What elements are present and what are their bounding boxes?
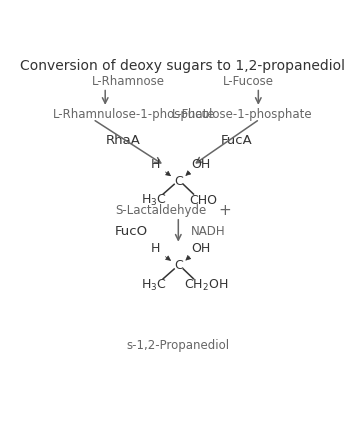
Text: +: +: [219, 203, 232, 218]
Text: H: H: [151, 242, 160, 255]
Text: H: H: [151, 158, 160, 170]
Text: C: C: [174, 175, 183, 187]
Text: C: C: [174, 259, 183, 272]
Text: H$_3$C: H$_3$C: [141, 278, 167, 293]
Text: CH$_2$OH: CH$_2$OH: [184, 278, 228, 293]
Text: FucO: FucO: [115, 225, 148, 238]
Text: L-Fuculose-1-phosphate: L-Fuculose-1-phosphate: [172, 108, 312, 121]
Text: L-Fucose: L-Fucose: [222, 75, 273, 88]
Text: FucA: FucA: [220, 134, 252, 147]
Text: NADH: NADH: [191, 225, 226, 238]
Text: H$_3$C: H$_3$C: [141, 193, 167, 208]
Text: s-1,2-Propanediol: s-1,2-Propanediol: [127, 339, 230, 352]
Text: CHO: CHO: [189, 194, 217, 207]
Text: Conversion of deoxy sugars to 1,2-propanediol: Conversion of deoxy sugars to 1,2-propan…: [20, 59, 345, 73]
Text: S-Lactaldehyde: S-Lactaldehyde: [115, 204, 206, 217]
Text: OH: OH: [191, 242, 210, 255]
Text: L-Rhamnulose-1-phosphate: L-Rhamnulose-1-phosphate: [53, 108, 215, 121]
Text: RhaA: RhaA: [106, 134, 141, 147]
Text: OH: OH: [191, 158, 210, 170]
Text: L-Rhamnose: L-Rhamnose: [91, 75, 164, 88]
